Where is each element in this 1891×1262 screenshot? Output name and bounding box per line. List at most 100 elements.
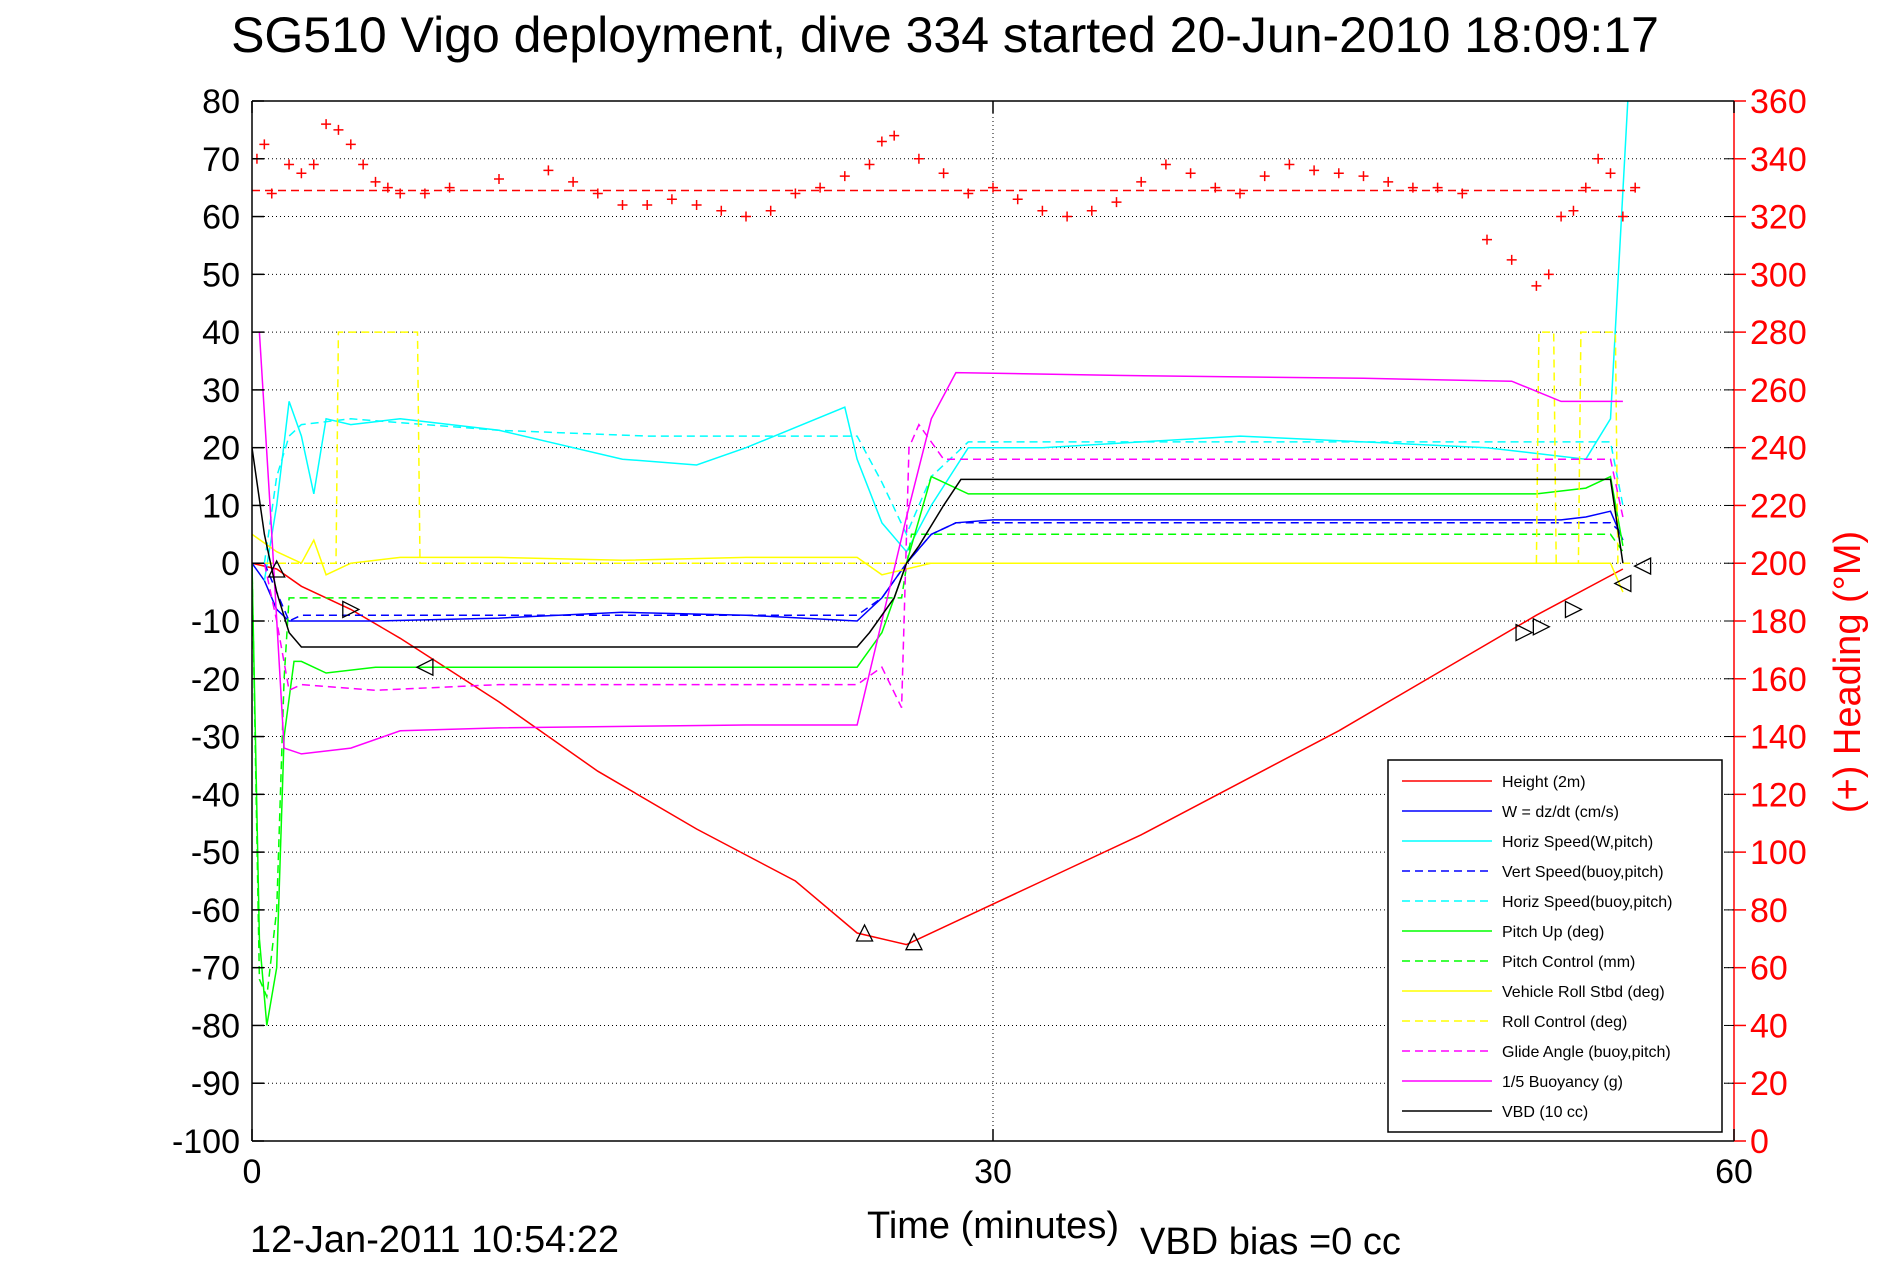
series-line-0 bbox=[252, 562, 1624, 946]
marker-triangle-left bbox=[1613, 574, 1632, 593]
heading-point bbox=[642, 200, 653, 210]
x-tick-label: 60 bbox=[1715, 1153, 1753, 1191]
legend-label-4: Horiz Speed(buoy,pitch) bbox=[1502, 894, 1672, 911]
heading-point bbox=[1482, 234, 1492, 245]
heading-point bbox=[864, 159, 875, 170]
y2-tick-label: 0 bbox=[1750, 1123, 1769, 1161]
y-tick-label: 70 bbox=[202, 141, 240, 179]
heading-point bbox=[839, 171, 850, 182]
heading-point bbox=[1358, 171, 1369, 182]
y-tick-label: 10 bbox=[202, 487, 240, 525]
y2-tick-label: 300 bbox=[1750, 256, 1807, 294]
heading-point bbox=[666, 194, 677, 205]
legend-label-1: W = dz/dt (cm/s) bbox=[1502, 804, 1619, 821]
ticks: 80706050403020100-10-20-30-40-50-60-70-8… bbox=[172, 83, 1807, 1191]
legend-label-3: Vert Speed(buoy,pitch) bbox=[1502, 864, 1664, 881]
heading-point bbox=[741, 211, 751, 222]
heading-point bbox=[1185, 168, 1196, 179]
heading-point bbox=[1605, 168, 1616, 179]
heading-point bbox=[1309, 165, 1320, 176]
series-line-10 bbox=[258, 332, 1623, 755]
y-tick-label: 20 bbox=[202, 430, 240, 468]
heading-point bbox=[1259, 171, 1270, 182]
series-line-8 bbox=[252, 331, 1631, 564]
y-tick-label: -90 bbox=[191, 1065, 240, 1103]
heading-point bbox=[1284, 159, 1295, 170]
heading-point bbox=[1543, 269, 1554, 280]
heading-point bbox=[988, 182, 998, 193]
marker-triangle-right bbox=[1564, 600, 1583, 619]
heading-point bbox=[1568, 205, 1579, 216]
y-tick-label: -20 bbox=[191, 661, 240, 699]
y2-tick-label: 220 bbox=[1750, 487, 1807, 525]
heading-point bbox=[963, 188, 974, 199]
heading-point bbox=[1556, 211, 1567, 222]
marker-triangle-up bbox=[904, 932, 924, 951]
marker-triangle-left bbox=[1633, 557, 1652, 576]
y2-tick-label: 340 bbox=[1750, 141, 1807, 179]
heading-point bbox=[815, 182, 826, 193]
legend: Height (2m) W = dz/dt (cm/s) Horiz Speed(W… bbox=[1387, 759, 1723, 1133]
footer-timestamp: 12-Jan-2011 10:54:22 bbox=[250, 1219, 619, 1261]
heading-point bbox=[395, 188, 406, 199]
heading-point bbox=[370, 176, 381, 187]
series-line-5 bbox=[252, 475, 1624, 1026]
y2-axis-label: (+) Heading (°M) bbox=[1827, 531, 1869, 813]
heading-point bbox=[1210, 182, 1221, 193]
legend-label-8: Roll Control (deg) bbox=[1502, 1014, 1627, 1031]
legend-label-2: Horiz Speed(W,pitch) bbox=[1502, 834, 1653, 851]
y2-tick-label: 280 bbox=[1750, 314, 1807, 352]
heading-point bbox=[1383, 176, 1394, 187]
series-line-3 bbox=[263, 522, 1624, 623]
heading-point bbox=[1531, 280, 1542, 291]
heading-point bbox=[691, 200, 702, 210]
heading-point bbox=[1037, 205, 1048, 216]
heading-point bbox=[913, 153, 924, 164]
heading-point bbox=[889, 130, 900, 141]
y-tick-label: 40 bbox=[202, 314, 240, 352]
y-tick-label: -30 bbox=[191, 719, 240, 757]
heading-point bbox=[765, 205, 776, 216]
y2-tick-label: 140 bbox=[1750, 719, 1807, 757]
heading-point bbox=[266, 188, 277, 199]
y2-tick-label: 240 bbox=[1750, 430, 1807, 468]
heading-point bbox=[419, 188, 430, 199]
heading-point bbox=[543, 165, 554, 176]
marker-triangle-up bbox=[267, 559, 286, 578]
y-tick-label: 60 bbox=[202, 199, 240, 237]
series-line-2 bbox=[263, 101, 1629, 581]
footer-vbd-bias: VBD bias =0 cc bbox=[1140, 1221, 1401, 1262]
heading-point bbox=[1086, 205, 1097, 216]
chart-title: SG510 Vigo deployment, dive 334 started … bbox=[231, 7, 1659, 63]
heading-point bbox=[1593, 153, 1604, 164]
series-line-9 bbox=[252, 423, 1624, 709]
heading-point bbox=[617, 200, 628, 210]
y-tick-label: -10 bbox=[191, 603, 240, 641]
y2-tick-label: 40 bbox=[1750, 1007, 1788, 1045]
y2-tick-label: 200 bbox=[1750, 545, 1807, 583]
heading-point bbox=[1235, 188, 1245, 199]
series-layer bbox=[252, 101, 1631, 1026]
legend-label-9: Glide Angle (buoy,pitch) bbox=[1502, 1044, 1671, 1061]
legend-label-5: Pitch Up (deg) bbox=[1502, 924, 1604, 941]
series-line-4 bbox=[263, 418, 1624, 564]
y-tick-label: -70 bbox=[191, 950, 240, 988]
heading-point bbox=[321, 119, 332, 130]
heading-point bbox=[1012, 194, 1023, 205]
y2-tick-label: 20 bbox=[1750, 1065, 1788, 1103]
y2-tick-label: 360 bbox=[1750, 83, 1807, 121]
heading-point bbox=[1136, 176, 1147, 187]
marker-layer bbox=[267, 557, 1652, 951]
heading-point bbox=[296, 168, 307, 179]
y2-tick-label: 180 bbox=[1750, 603, 1807, 641]
y-tick-label: 0 bbox=[221, 545, 240, 583]
grid bbox=[252, 101, 1734, 1141]
heading-point bbox=[1160, 159, 1171, 170]
y2-tick-label: 120 bbox=[1750, 776, 1807, 814]
y-tick-label: 80 bbox=[202, 83, 240, 121]
x-tick-label: 30 bbox=[974, 1153, 1012, 1191]
heading-point bbox=[1630, 182, 1641, 193]
heading-point bbox=[790, 188, 801, 199]
y2-tick-label: 260 bbox=[1750, 372, 1807, 410]
